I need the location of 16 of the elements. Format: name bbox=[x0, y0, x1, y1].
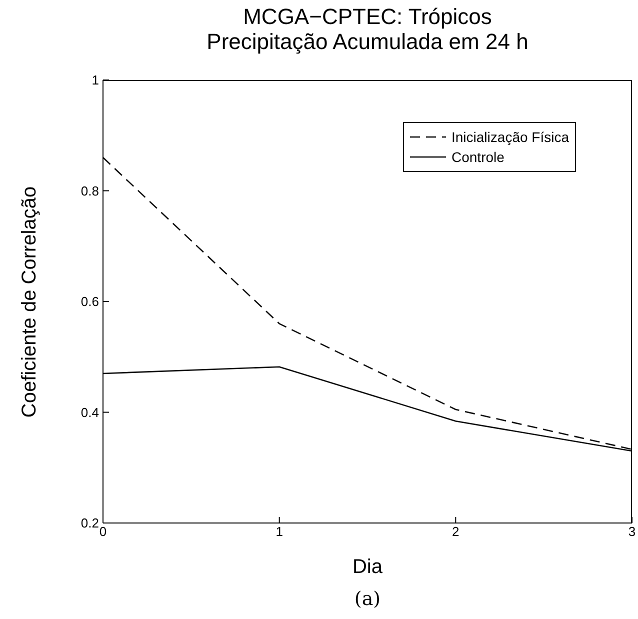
chart-title: MCGA−CPTEC: Trópicos bbox=[242, 4, 493, 29]
y-tick-label: 0.6 bbox=[80, 294, 99, 310]
x-tick-label: 0 bbox=[99, 524, 107, 540]
x-tick-label: 2 bbox=[452, 524, 460, 540]
x-tick-label: 3 bbox=[628, 524, 636, 540]
y-tick-label: 0.2 bbox=[80, 516, 99, 531]
y-tick-label: 0.8 bbox=[80, 183, 99, 198]
x-tick-label: 1 bbox=[276, 524, 283, 540]
chart-subtitle: Precipitação Acumulada em 24 h bbox=[206, 29, 530, 54]
y-tick-label: 0.4 bbox=[80, 404, 99, 420]
y-axis-title: Coeficiente de Correlação bbox=[18, 186, 42, 418]
text: (a) bbox=[353, 588, 382, 610]
legend-label: Inicialização Física bbox=[452, 128, 569, 147]
x-axis-title: Dia bbox=[351, 556, 384, 579]
legend-label: Controle bbox=[452, 148, 504, 167]
y-tick-label: 1 bbox=[92, 72, 99, 88]
